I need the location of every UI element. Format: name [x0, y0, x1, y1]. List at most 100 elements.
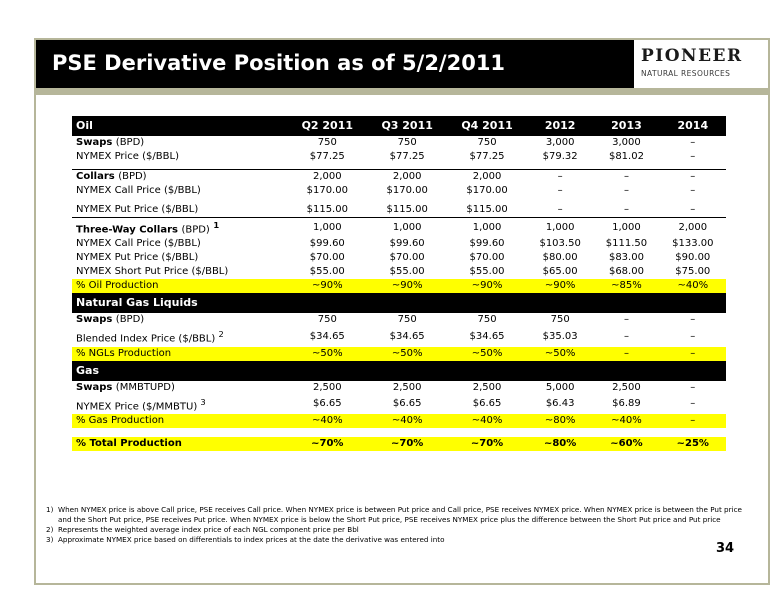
row-label-text: % NGLs Production	[76, 347, 172, 359]
table-cell: $55.00	[469, 266, 505, 278]
table-cell: 1,000	[447, 217, 527, 238]
row-label: NYMEX Put Price ($/BBL)	[72, 203, 287, 218]
table-cell: ~70%	[447, 436, 527, 451]
spacer-row	[72, 428, 726, 437]
table-cell: 750	[550, 314, 570, 326]
table-cell: 2,000	[287, 169, 368, 184]
table-cell: 750	[397, 137, 417, 148]
table-cell: ~85%	[593, 279, 660, 294]
table-cell: ~80%	[526, 413, 594, 428]
table-cell: –	[690, 137, 696, 148]
column-header: 2012	[526, 116, 594, 136]
table-row: Swaps (MMBTUPD) 2,500 2,500 2,500 5,000 2,500…	[72, 381, 726, 395]
table-cell: $34.65	[309, 330, 345, 342]
table-cell: ~70%	[287, 436, 368, 451]
footnote: 2) Represents the weighted average index…	[46, 525, 746, 535]
row-label-text: NYMEX Price ($/MMBTU)	[76, 400, 198, 412]
row-label-text: NYMEX Put Price ($/BBL)	[76, 252, 199, 264]
table-cell: $70.00	[389, 252, 425, 264]
row-label: % Oil Production	[72, 279, 288, 294]
table-cell: $90.00	[675, 252, 711, 264]
table-cell: $77.25	[309, 151, 345, 162]
table-cell: 3,000	[612, 137, 641, 148]
footnote-number: 2)	[46, 525, 54, 534]
row-label: % Gas Production	[72, 413, 288, 428]
table-cell: $70.00	[309, 252, 345, 264]
spacer-cell	[72, 428, 726, 437]
company-logo: PIONEER NATURAL RESOURCES	[634, 40, 768, 88]
row-label: Swaps (BPD)	[72, 313, 287, 327]
table-row: NYMEX Price ($/MMBTU) 3 $6.65 $6.65 $6.65 $6…	[72, 395, 726, 414]
table-cell: $34.65	[469, 330, 505, 342]
table-cell: 2,000	[447, 169, 527, 184]
logo-wordmark: PIONEER	[641, 46, 743, 66]
footnote: 1) When NYMEX price is above Call price,…	[46, 505, 746, 525]
footnotes: 1) When NYMEX price is above Call price,…	[46, 505, 746, 545]
row-unit: (BPD)	[118, 171, 147, 182]
row-label: NYMEX Call Price ($/BBL)	[72, 184, 287, 198]
table-cell: ~50%	[526, 346, 594, 361]
row-label-text: Swaps	[76, 137, 113, 148]
table-cell: $170.00	[386, 185, 428, 196]
table-cell: $77.25	[389, 151, 425, 162]
table-cell: ~40%	[447, 413, 527, 428]
footnote-number: 3)	[46, 535, 54, 544]
row-unit: (BPD)	[181, 224, 210, 236]
table-cell: $6.65	[472, 398, 502, 410]
logo-tagline: NATURAL RESOURCES	[641, 69, 731, 78]
table-cell: $81.02	[608, 151, 644, 162]
table-cell: –	[623, 204, 629, 215]
row-label-text: Collars	[76, 171, 115, 182]
production-row: % NGLs Production ~50% ~50% ~50% ~50% – –	[72, 346, 726, 361]
table-cell: ~70%	[367, 436, 448, 451]
table-cell: –	[659, 346, 726, 361]
table-cell: $55.00	[309, 266, 345, 278]
table-cell: $80.00	[542, 252, 578, 264]
column-header: 2013	[593, 116, 660, 136]
table-cell: $55.00	[389, 266, 425, 278]
table-cell: –	[623, 185, 629, 196]
table-row: NYMEX Put Price ($/BBL) $115.00 $115.00 $11…	[72, 203, 726, 218]
table-cell: 2,000	[659, 217, 726, 238]
table-cell: $70.00	[469, 252, 505, 264]
production-row: % Gas Production ~40% ~40% ~40% ~80% ~40% –	[72, 413, 726, 428]
row-label-text: NYMEX Put Price ($/BBL)	[76, 204, 199, 215]
column-header: Q2 2011	[287, 116, 368, 136]
table-cell: –	[557, 185, 563, 196]
table-cell: 750	[477, 137, 497, 148]
table-cell: –	[593, 346, 660, 361]
table-row: NYMEX Put Price ($/BBL) $70.00 $70.00 $70.0…	[72, 251, 726, 265]
table-row: Blended Index Price ($/BBL) 2 $34.65 $34.6…	[72, 327, 726, 346]
table-cell: ~40%	[593, 413, 660, 428]
page-number: 34	[716, 541, 735, 556]
table-cell: ~40%	[659, 279, 726, 294]
table-cell: $77.25	[469, 151, 505, 162]
row-label: NYMEX Call Price ($/BBL)	[72, 237, 287, 251]
row-label-text: Swaps	[76, 314, 113, 326]
table-cell: ~80%	[526, 436, 594, 451]
table-cell: $34.65	[389, 330, 425, 342]
table-row: Swaps (BPD) 750 750 750 3,000 3,000 –	[72, 136, 726, 150]
footnote-text: Approximate NYMEX price based on differe…	[58, 535, 445, 544]
table-cell: $68.00	[608, 266, 644, 278]
table-cell: 3,000	[545, 137, 575, 148]
table-cell: 750	[397, 314, 417, 326]
row-label-text: NYMEX Price ($/BBL)	[76, 151, 179, 162]
footnote-ref: 2	[218, 329, 224, 340]
title-bar: PSE Derivative Position as of 5/2/2011	[36, 40, 634, 88]
table-cell: 1,000	[287, 217, 368, 238]
table-row: NYMEX Call Price ($/BBL) $170.00 $170.00 $1…	[72, 184, 726, 198]
table-cell: ~90%	[287, 279, 368, 294]
table-cell: 2,500	[312, 381, 342, 393]
table-cell: –	[690, 185, 696, 196]
table-cell: 750	[317, 137, 337, 148]
row-label-text: Swaps	[76, 381, 113, 393]
table-cell: $6.65	[312, 398, 342, 410]
table-cell: –	[659, 413, 726, 428]
table-row: NYMEX Call Price ($/BBL) $99.60 $99.60 $99.…	[72, 237, 726, 251]
table-cell: –	[690, 151, 696, 162]
row-label: Three-Way Collars (BPD) 1	[72, 217, 288, 238]
table-row: NYMEX Price ($/BBL) $77.25 $77.25 $77.25 $79…	[72, 150, 726, 164]
table-cell: 1,000	[526, 217, 594, 238]
table-cell: $111.50	[605, 238, 648, 250]
